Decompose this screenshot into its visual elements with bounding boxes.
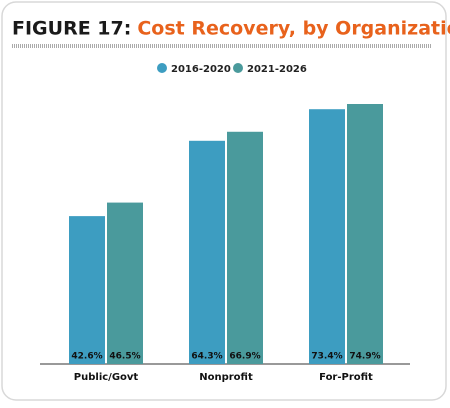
value-label: 42.6%: [71, 352, 102, 362]
figure-label: FIGURE 17:: [12, 18, 131, 40]
x-tick-label: For-Profit: [319, 372, 373, 383]
legend-swatch: [157, 63, 167, 73]
value-label: 73.4%: [311, 352, 342, 362]
x-tick-label: Public/Govt: [74, 372, 139, 383]
bar: [69, 216, 105, 364]
bar: [227, 131, 263, 364]
value-label: 66.9%: [229, 352, 260, 362]
bar: [107, 202, 143, 364]
value-label: 64.3%: [191, 352, 222, 362]
legend-label: 2021-2026: [247, 64, 307, 75]
value-label: 74.9%: [349, 352, 380, 362]
value-label: 46.5%: [109, 352, 140, 362]
chart-title: Cost Recovery, by Organization Type: [137, 18, 450, 40]
legend-swatch: [233, 63, 243, 73]
x-tick-label: Nonprofit: [199, 372, 253, 383]
bar: [309, 109, 345, 364]
bar: [347, 104, 383, 364]
bar: [189, 140, 225, 364]
legend-label: 2016-2020: [171, 64, 231, 75]
